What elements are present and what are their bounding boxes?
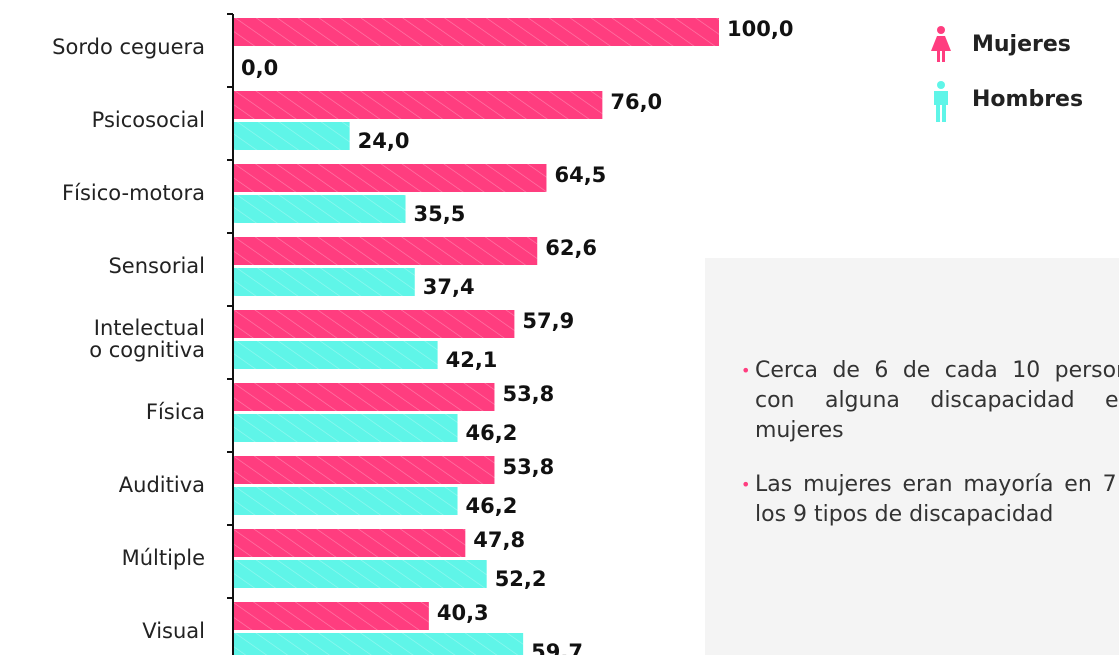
legend-icon-head	[937, 26, 945, 34]
bar-hatch	[233, 456, 495, 484]
legend-icon	[931, 26, 951, 62]
value-label: 40,3	[437, 601, 489, 625]
legend-icon	[934, 81, 948, 122]
bar-hatch	[233, 414, 458, 442]
bar-hatch	[233, 529, 466, 557]
value-label: 0,0	[241, 56, 278, 80]
value-label: 52,2	[495, 567, 547, 591]
value-label: 62,6	[545, 236, 597, 260]
bar-hatch	[233, 237, 538, 265]
value-label: 76,0	[610, 90, 662, 114]
value-label: 53,8	[502, 382, 554, 406]
bar-hatch	[233, 487, 458, 515]
bar-hatch	[233, 310, 515, 338]
bar-hatch	[233, 195, 406, 223]
notes-panel: Cerca de 6 de cada 10 personas con algun…	[705, 258, 1119, 655]
category-label: Psicosocial	[92, 108, 205, 132]
value-label: 37,4	[423, 275, 475, 299]
note: Cerca de 6 de cada 10 personas con algun…	[741, 356, 1119, 446]
value-label: 100,0	[727, 17, 793, 41]
bar-hatch	[233, 383, 495, 411]
category-label: Sensorial	[108, 254, 205, 278]
bar-hatch	[233, 164, 547, 192]
category-label-line: Intelectual	[94, 316, 205, 340]
value-label: 47,8	[473, 528, 525, 552]
category-label: Física	[146, 400, 205, 424]
bar-hatch	[233, 18, 719, 46]
bar-hatch	[233, 633, 524, 655]
category-label: Auditiva	[119, 473, 205, 497]
bar-hatch	[233, 268, 415, 296]
bar-hatch	[233, 602, 429, 630]
bar-hatch	[233, 122, 350, 150]
value-label: 57,9	[522, 309, 574, 333]
bar-hatch	[233, 560, 487, 588]
legend-icon-head	[937, 81, 945, 89]
category-label-line: o cognitiva	[89, 338, 205, 362]
value-label: 35,5	[414, 202, 466, 226]
legend-label: Mujeres	[972, 32, 1071, 57]
value-label: 24,0	[358, 129, 410, 153]
category-label: Intelectual o cognitiva	[89, 316, 205, 362]
bar-hatch	[233, 91, 603, 119]
category-label: Visual	[142, 619, 205, 643]
value-label: 42,1	[446, 348, 498, 372]
note: Las mujeres eran mayoría en 7 de los 9 t…	[741, 470, 1119, 530]
legend-icon-body	[931, 36, 951, 62]
value-label: 64,5	[554, 163, 606, 187]
notes: Cerca de 6 de cada 10 personas con algun…	[741, 356, 1119, 554]
category-label: Múltiple	[122, 546, 205, 570]
value-label: 46,2	[466, 421, 518, 445]
category-label: Sordo ceguera	[52, 35, 205, 59]
legend-label: Hombres	[972, 87, 1083, 112]
value-label: 53,8	[502, 455, 554, 479]
value-label: 59,7	[531, 640, 583, 655]
legend-icon-body	[934, 91, 948, 122]
bar-hatch	[233, 341, 438, 369]
category-label: Físico-motora	[62, 181, 205, 205]
value-label: 46,2	[466, 494, 518, 518]
